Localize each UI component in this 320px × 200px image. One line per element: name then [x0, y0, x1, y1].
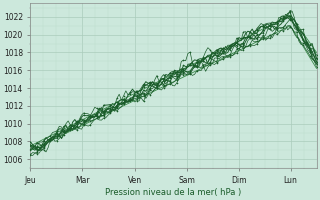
X-axis label: Pression niveau de la mer( hPa ): Pression niveau de la mer( hPa ) — [105, 188, 242, 197]
